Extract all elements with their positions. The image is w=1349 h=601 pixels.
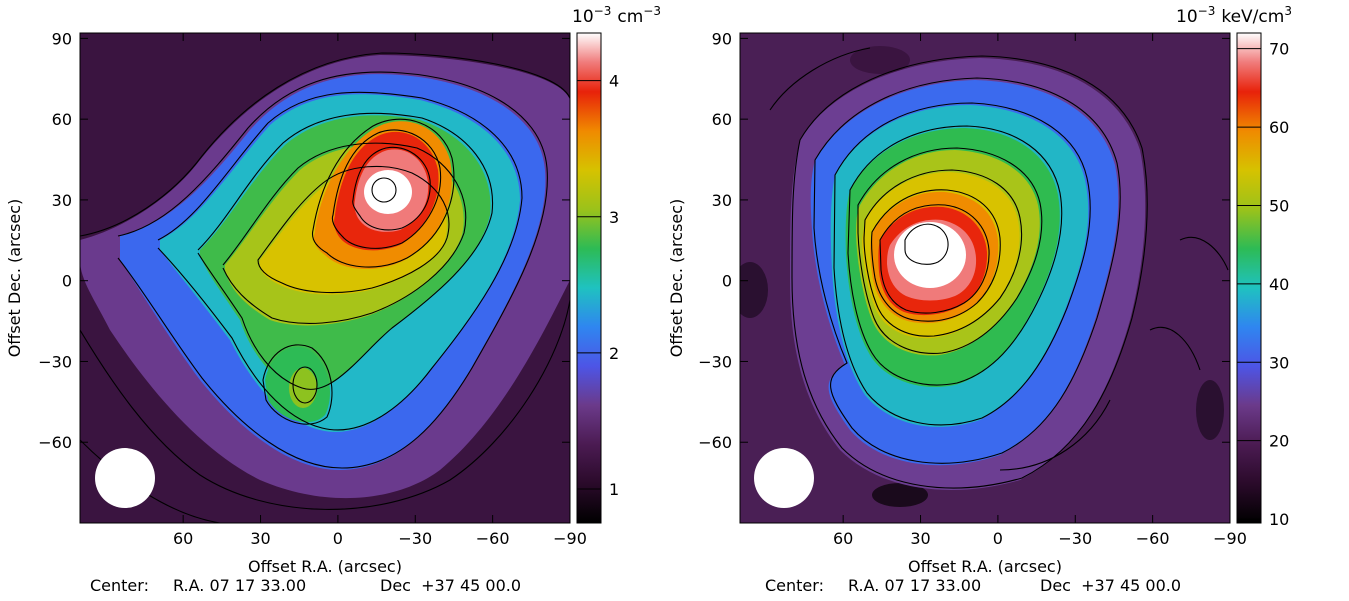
colorbar-tick-label: 40: [1269, 275, 1289, 294]
x-tick-label: 30: [250, 529, 270, 548]
colorbar-tick-label: 4: [609, 72, 619, 91]
y-tick-label: 90: [52, 29, 72, 48]
colorbar: [577, 33, 601, 523]
colorbar-unit: 10−3 keV/cm3: [1176, 4, 1292, 27]
x-tick-label: 0: [993, 529, 1003, 548]
svg-text:Center:: Center:: [90, 576, 149, 595]
y-tick-label: −60: [698, 433, 732, 452]
center-caption: Center: R.A. 07 17 33.00 Dec +37 45 00.0: [90, 576, 521, 595]
x-tick-label: −60: [1136, 529, 1170, 548]
x-tick-label: 0: [333, 529, 343, 548]
svg-text:Center:: Center:: [765, 576, 824, 595]
y-tick-label: 60: [52, 110, 72, 129]
x-tick-label: −30: [398, 529, 432, 548]
x-tick-label: −60: [476, 529, 510, 548]
beam-marker: [754, 448, 814, 508]
colorbar-unit: 10−3 cm−3: [572, 4, 661, 27]
y-tick-label: 90: [712, 29, 732, 48]
y-tick-label: −30: [698, 352, 732, 371]
x-tick-label: 30: [910, 529, 930, 548]
density-heatmap: [80, 33, 570, 523]
y-tick-label: 30: [52, 191, 72, 210]
density-map-panel: 60 30 0 −30 −60 −90 90 60 30 0 −30 −60 Offset R.A.…: [5, 4, 661, 595]
y-tick-label: −60: [38, 433, 72, 452]
x-tick-label: 60: [833, 529, 853, 548]
svg-text:Dec +37 45 00.0: Dec +37 45 00.0: [1040, 576, 1181, 595]
y-tick-label: 60: [712, 110, 732, 129]
x-tick-label: −90: [553, 529, 587, 548]
x-axis-title: Offset R.A. (arcsec): [908, 557, 1062, 576]
pressure-heatmap: [732, 33, 1230, 523]
svg-text:R.A. 07 17 33.00: R.A. 07 17 33.00: [173, 576, 306, 595]
svg-text:R.A. 07 17 33.00: R.A. 07 17 33.00: [848, 576, 981, 595]
svg-text:Dec +37 45 00.0: Dec +37 45 00.0: [380, 576, 521, 595]
pressure-map-panel: 60 30 0 −30 −60 −90 90 60 30 0 −30 −60 Offset R.A.…: [667, 4, 1292, 595]
y-tick-label: 0: [62, 272, 72, 291]
colorbar-tick-label: 20: [1269, 432, 1289, 451]
x-tick-label: 60: [173, 529, 193, 548]
colorbar-tick-label: 60: [1269, 118, 1289, 137]
y-tick-label: 0: [722, 272, 732, 291]
y-axis-title: Offset Dec. (arcsec): [5, 199, 24, 358]
beam-marker: [95, 448, 155, 508]
x-axis-title: Offset R.A. (arcsec): [248, 557, 402, 576]
center-caption: Center: R.A. 07 17 33.00 Dec +37 45 00.0: [765, 576, 1181, 595]
colorbar-tick-label: 3: [609, 208, 619, 227]
colorbar-tick-label: 2: [609, 344, 619, 363]
colorbar-tick-label: 30: [1269, 353, 1289, 372]
x-tick-label: −30: [1058, 529, 1092, 548]
colorbar-tick-label: 50: [1269, 196, 1289, 215]
colorbar-tick-label: 1: [609, 480, 619, 499]
y-tick-label: −30: [38, 352, 72, 371]
y-axis-title: Offset Dec. (arcsec): [667, 199, 686, 358]
colorbar-tick-label: 70: [1269, 40, 1289, 59]
colorbar-tick-label: 10: [1269, 510, 1289, 529]
colorbar: [1237, 33, 1261, 523]
y-tick-label: 30: [712, 191, 732, 210]
x-tick-label: −90: [1213, 529, 1247, 548]
